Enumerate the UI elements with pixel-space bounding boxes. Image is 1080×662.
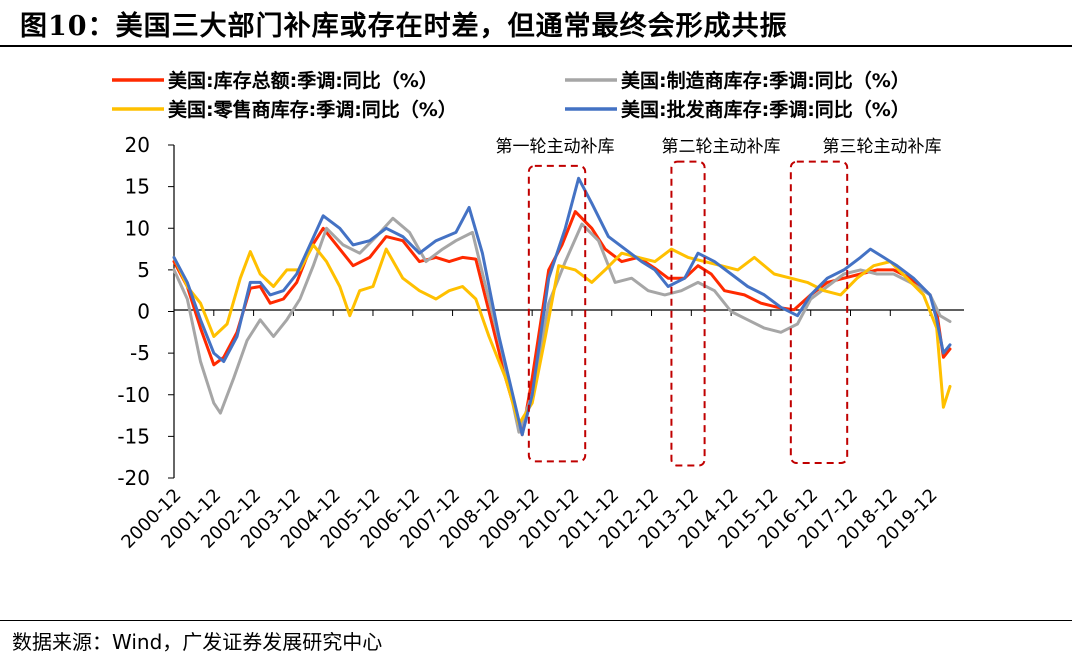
line-chart: 美国:库存总额:季调:同比（%） 美国:制造商库存:季调:同比（%） 美国:零售商库… xyxy=(112,69,964,553)
y-tick-label: 20 xyxy=(125,133,150,157)
y-axis: 20 15 10 5 0 -5 -10 -15 -20 xyxy=(117,133,175,490)
source-divider xyxy=(0,620,1072,621)
y-tick-label: -10 xyxy=(117,383,150,407)
series-line-3 xyxy=(172,243,952,426)
series-line-1 xyxy=(172,210,952,437)
y-tick-label: -5 xyxy=(130,341,150,365)
legend-label-2: 美国:制造商库存:季调:同比（%） xyxy=(621,69,910,92)
y-tick-label: 10 xyxy=(125,216,150,240)
legend-label-1: 美国:库存总额:季调:同比（%） xyxy=(168,69,438,92)
annotation-label-3: 第三轮主动补库 xyxy=(823,137,942,157)
annotation-box-1 xyxy=(527,164,587,463)
legend-label-4: 美国:批发商库存:季调:同比（%） xyxy=(621,98,910,121)
annotation-label-2: 第二轮主动补库 xyxy=(662,137,781,157)
source-note: 数据来源：Wind，广发证券发展研究中心 xyxy=(12,630,383,654)
y-tick-label: 0 xyxy=(137,300,150,324)
series-line-2 xyxy=(172,216,952,434)
annotation-layer: 第一轮主动补库 第二轮主动补库 第三轮主动补库 xyxy=(496,137,942,467)
title-divider xyxy=(0,45,1072,47)
y-tick-label: -20 xyxy=(117,466,150,490)
legend-label-3: 美国:零售商库存:季调:同比（%） xyxy=(168,98,457,121)
y-tick-label: 5 xyxy=(137,258,150,282)
y-tick-label: 15 xyxy=(125,175,150,199)
chart-legend: 美国:库存总额:季调:同比（%） 美国:制造商库存:季调:同比（%） 美国:零售商库… xyxy=(112,69,910,121)
annotation-label-1: 第一轮主动补库 xyxy=(496,137,615,157)
figure-title: 图10：美国三大部门补库或存在时差，但通常最终会形成共振 xyxy=(20,11,788,42)
annotation-box-2 xyxy=(670,160,706,467)
series-line-4 xyxy=(172,176,952,437)
plot-area xyxy=(172,176,952,437)
y-tick-label: -15 xyxy=(117,424,150,448)
annotation-box-3 xyxy=(789,160,849,465)
